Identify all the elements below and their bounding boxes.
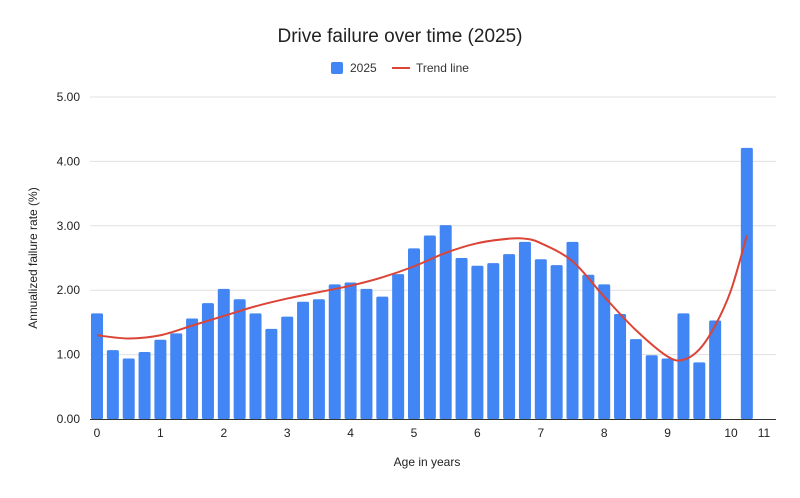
x-tick-label: 5 <box>411 426 418 440</box>
bar <box>138 352 151 419</box>
bar <box>106 350 119 419</box>
x-tick-label: 0 <box>94 426 101 440</box>
x-tick-label: 10 <box>724 426 738 440</box>
bar <box>392 274 405 419</box>
legend-swatch-bars <box>331 62 343 74</box>
x-tick-label: 11 <box>758 426 771 440</box>
bar <box>201 303 214 419</box>
bar <box>170 333 183 419</box>
bar <box>471 265 484 419</box>
x-tick-label: 3 <box>284 426 291 440</box>
bar <box>740 147 753 419</box>
bar <box>344 282 357 419</box>
legend-label-trend: Trend line <box>416 61 469 75</box>
bar <box>265 328 278 419</box>
legend: 2025 Trend line <box>331 61 469 75</box>
chart-title: Drive failure over time (2025) <box>278 26 523 47</box>
bar <box>598 284 611 419</box>
bar <box>534 259 547 419</box>
bar <box>550 265 563 419</box>
y-tick-label: 1.00 <box>57 348 81 362</box>
bar <box>582 274 595 419</box>
legend-label-bars: 2025 <box>350 61 377 75</box>
y-tick-label: 0.00 <box>57 412 81 426</box>
y-tick-label: 3.00 <box>57 219 81 233</box>
bar <box>423 235 436 419</box>
bar <box>360 288 373 419</box>
y-tick-label: 5.00 <box>57 90 81 104</box>
bar <box>487 263 500 419</box>
x-tick-label: 4 <box>347 426 354 440</box>
x-tick-label: 6 <box>474 426 481 440</box>
bar <box>122 358 135 419</box>
bar <box>186 318 199 419</box>
bar <box>154 339 167 419</box>
bar <box>693 362 706 419</box>
x-tick-label: 9 <box>664 426 671 440</box>
bar <box>312 299 325 419</box>
bar <box>408 248 420 419</box>
bar <box>439 225 452 419</box>
bar <box>677 313 690 419</box>
x-tick-label: 2 <box>220 426 227 440</box>
bar <box>233 299 246 419</box>
x-tick-label: 8 <box>601 426 608 440</box>
x-tick-label: 7 <box>537 426 544 440</box>
bar <box>503 254 516 419</box>
bar <box>629 339 642 419</box>
y-axis-label: Annualized failure rate (%) <box>26 187 40 328</box>
bar <box>91 313 103 419</box>
bar <box>376 296 389 419</box>
trend-line <box>96 235 748 362</box>
x-axis-label: Age in years <box>394 455 461 469</box>
bar <box>709 320 722 419</box>
bar <box>518 241 531 419</box>
bar <box>328 284 341 419</box>
bar <box>455 258 468 419</box>
bar <box>614 314 627 419</box>
y-tick-label: 4.00 <box>57 154 81 168</box>
x-tick-label: 1 <box>157 426 164 440</box>
bar <box>281 316 294 419</box>
bar <box>661 358 674 419</box>
bar <box>645 355 658 419</box>
bar <box>297 301 310 419</box>
y-tick-label: 2.00 <box>57 283 81 297</box>
bar <box>217 288 230 419</box>
bar <box>566 241 579 419</box>
bar <box>249 313 262 419</box>
